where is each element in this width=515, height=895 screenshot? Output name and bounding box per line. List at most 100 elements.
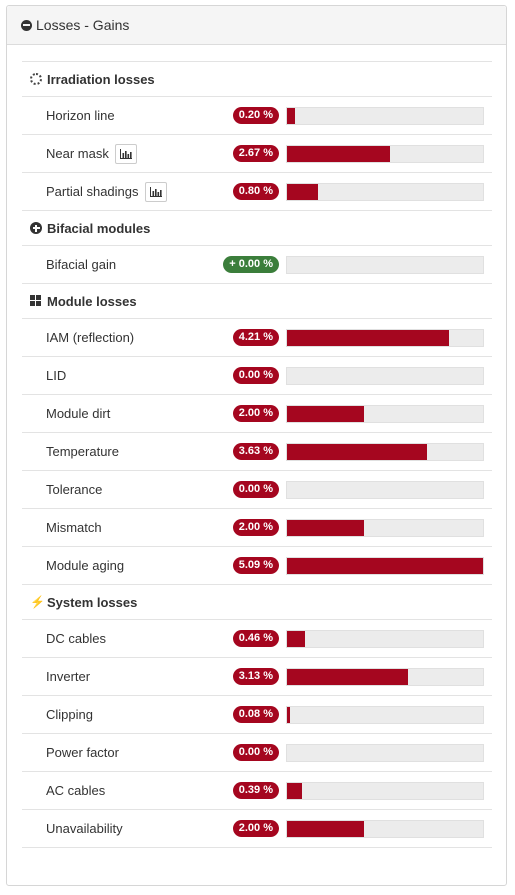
row-label-text: Bifacial gain [46,257,117,272]
bar-chart-icon [149,186,162,197]
row-label: Clipping [46,707,93,722]
row-label: Module aging [46,558,124,573]
loss-row: Unavailability 2.00 % [22,810,492,848]
value-badge: 2.67 % [232,145,279,162]
row-label: Inverter [46,669,90,684]
progress-fill [287,443,427,460]
section-header-bifacial: Bifacial modules [22,210,492,246]
chart-button[interactable] [114,143,137,164]
value-badge: 2.00 % [232,405,279,422]
section-title: Irradiation losses [47,71,155,87]
progress-fill [287,405,365,422]
row-label: Temperature [46,444,119,459]
progress-fill [287,630,305,647]
row-label-text: IAM (reflection) [46,330,135,345]
loss-row: Bifacial gain + 0.00 % [22,246,492,284]
progress-bar [286,106,484,125]
loss-row: IAM (reflection) 4.21 % [22,319,492,357]
progress-fill [287,329,450,346]
value-badge: 0.00 % [232,744,279,761]
row-label: Bifacial gain [46,257,116,272]
progress-fill [287,145,390,162]
section-header-system: ⚡ System losses [22,584,492,620]
progress-bar [286,404,484,423]
row-label: AC cables [46,783,105,798]
progress-bar [286,328,484,347]
row-label-text: Module dirt [46,406,111,421]
plus-circle-icon [30,222,42,234]
grid-icon [30,295,42,307]
sun-icon [30,73,42,85]
progress-fill [287,107,295,124]
value-badge: 0.80 % [232,183,279,200]
row-label: LID [46,368,66,383]
row-label: Module dirt [46,406,110,421]
value-badge: 2.00 % [232,820,279,837]
value-badge: 0.08 % [232,706,279,723]
progress-bar [286,480,484,499]
value-badge: 0.39 % [232,782,279,799]
progress-fill [287,706,291,723]
row-label: Tolerance [46,482,102,497]
row-label: Partial shadings [46,181,167,202]
progress-bar [286,255,484,274]
loss-row: DC cables 0.46 % [22,620,492,658]
loss-row: Mismatch 2.00 % [22,509,492,547]
progress-fill [287,183,318,200]
row-label-text: Partial shadings [46,184,139,199]
loss-row: AC cables 0.39 % [22,772,492,810]
section-header-irradiation: Irradiation losses [22,61,492,97]
value-badge: 3.63 % [232,443,279,460]
panel-title: Losses - Gains [36,17,130,33]
row-label: Unavailability [46,821,123,836]
loss-row: Module dirt 2.00 % [22,395,492,433]
row-label: Power factor [46,745,119,760]
panel-header[interactable]: Losses - Gains [7,6,506,45]
row-label-text: LID [46,368,67,383]
row-label-text: Clipping [46,707,93,722]
row-label: Near mask [46,143,137,164]
value-badge: 0.00 % [232,367,279,384]
row-label-text: Temperature [46,444,119,459]
row-label-text: Near mask [46,146,109,161]
value-badge: 0.46 % [232,630,279,647]
progress-bar [286,144,484,163]
row-label-text: Unavailability [46,821,123,836]
progress-fill [287,668,408,685]
value-badge: 0.20 % [232,107,279,124]
loss-row: Horizon line 0.20 % [22,97,492,135]
losses-list: Irradiation losses Horizon line 0.20 % Near… [22,61,492,848]
progress-bar [286,743,484,762]
value-badge: + 0.00 % [223,256,279,273]
value-badge: 5.09 % [232,557,279,574]
section-title: Bifacial modules [47,220,151,236]
loss-row: Module aging 5.09 % [22,547,492,585]
progress-bar [286,518,484,537]
bar-chart-icon [119,148,132,159]
loss-row: Tolerance 0.00 % [22,471,492,509]
minus-circle-icon[interactable] [21,19,32,31]
row-label-text: Tolerance [46,482,103,497]
progress-bar [286,667,484,686]
loss-row: Partial shadings 0.80 % [22,173,492,211]
row-label-text: AC cables [46,783,106,798]
section-title: System losses [47,594,138,610]
progress-bar [286,556,484,575]
progress-bar [286,629,484,648]
row-label: IAM (reflection) [46,330,134,345]
progress-fill [287,782,303,799]
value-badge: 2.00 % [232,519,279,536]
progress-bar [286,366,484,385]
row-label: Horizon line [46,108,115,123]
loss-row: LID 0.00 % [22,357,492,395]
row-label: DC cables [46,631,106,646]
chart-button[interactable] [144,181,167,202]
section-header-module: Module losses [22,283,492,319]
section-title: Module losses [47,293,137,309]
losses-gains-panel: Losses - Gains Irradiation losses Horizon… [6,5,507,886]
row-label-text: Power factor [46,745,119,760]
value-badge: 0.00 % [232,481,279,498]
progress-fill [287,557,483,574]
row-label-text: Module aging [46,558,125,573]
loss-row: Near mask 2.67 % [22,135,492,173]
